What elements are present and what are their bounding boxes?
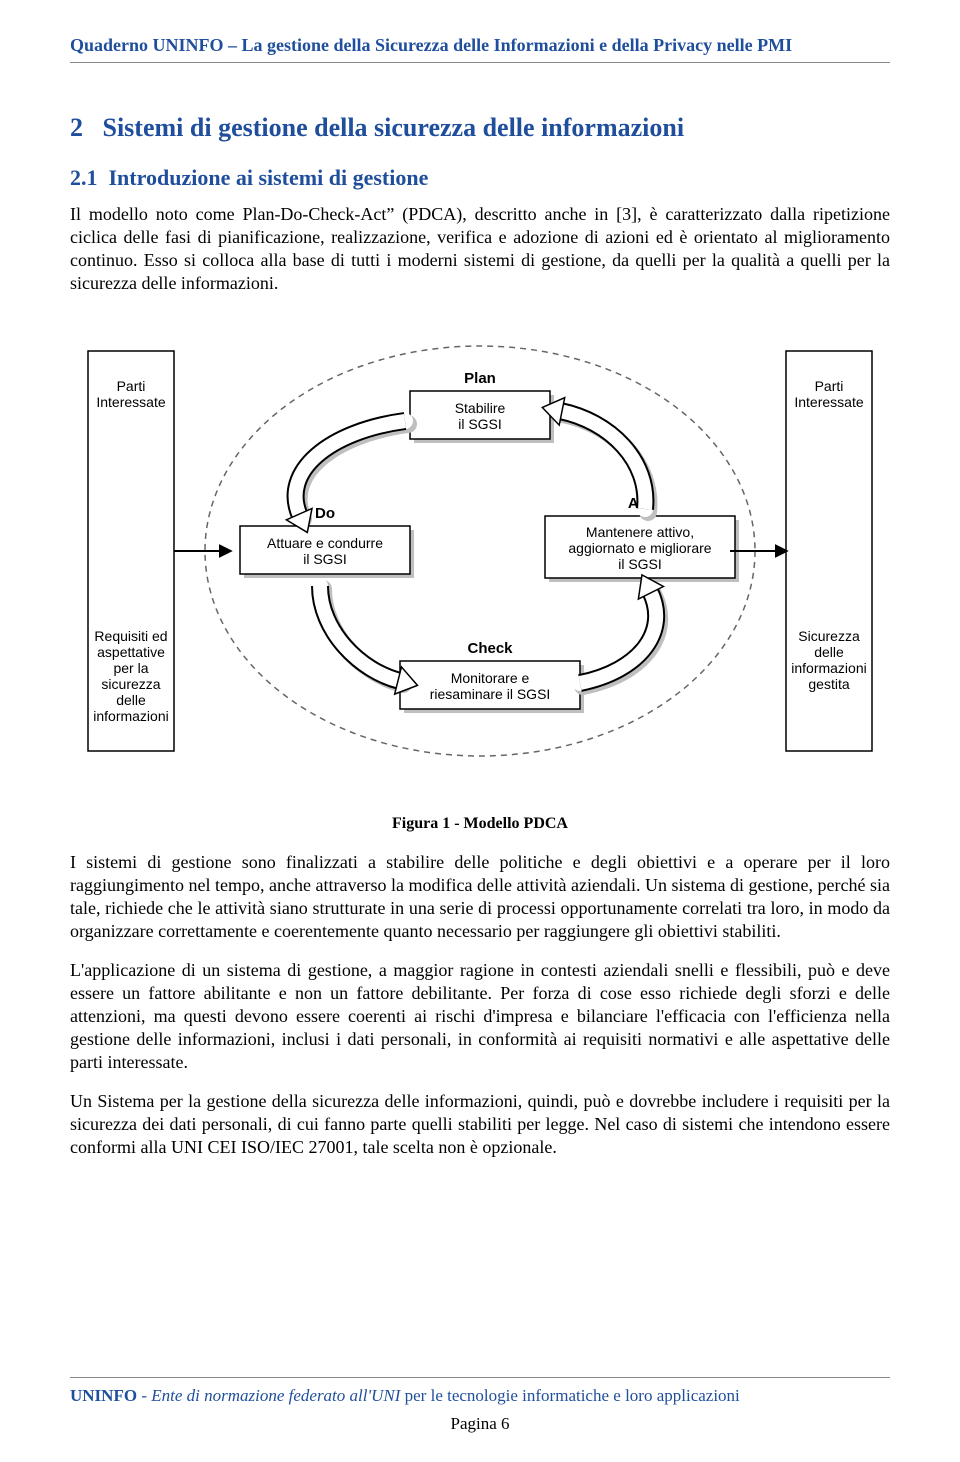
svg-text:Plan: Plan <box>464 370 496 387</box>
svg-text:Mantenere attivo,: Mantenere attivo, <box>586 524 694 540</box>
svg-text:Parti: Parti <box>117 378 146 394</box>
svg-text:gestita: gestita <box>808 676 849 692</box>
document-footer: UNINFO - Ente di normazione federato all… <box>70 1377 890 1434</box>
paragraph-3: L'applicazione di un sistema di gestione… <box>70 959 890 1074</box>
svg-text:Check: Check <box>467 640 513 657</box>
footer-desc-rest: per le tecnologie informatiche e loro ap… <box>400 1386 739 1405</box>
svg-text:il SGSI: il SGSI <box>303 551 347 567</box>
figure-caption: Figura 1 - Modello PDCA <box>70 815 890 833</box>
svg-text:informazioni: informazioni <box>791 660 866 676</box>
svg-text:informazioni: informazioni <box>93 708 168 724</box>
paragraph-4: Un Sistema per la gestione della sicurez… <box>70 1090 890 1159</box>
footer-org: UNINFO <box>70 1386 137 1405</box>
svg-text:Interessate: Interessate <box>794 394 863 410</box>
svg-text:Parti: Parti <box>815 378 844 394</box>
h2-number: 2.1 <box>70 165 98 190</box>
svg-text:Do: Do <box>315 505 335 522</box>
svg-text:sicurezza: sicurezza <box>101 676 160 692</box>
document-header: Quaderno UNINFO – La gestione della Sicu… <box>70 35 890 63</box>
footer-desc-ital: - Ente di normazione federato all'UNI <box>137 1386 400 1405</box>
svg-text:Interessate: Interessate <box>96 394 165 410</box>
svg-text:il SGSI: il SGSI <box>458 416 502 432</box>
footer-line: UNINFO - Ente di normazione federato all… <box>70 1386 890 1406</box>
h1-text: Sistemi di gestione della sicurezza dell… <box>103 113 685 142</box>
svg-text:riesaminare il SGSI: riesaminare il SGSI <box>430 686 551 702</box>
svg-text:aspettative: aspettative <box>97 644 165 660</box>
svg-text:Monitorare e: Monitorare e <box>451 670 530 686</box>
h2-text: Introduzione ai sistemi di gestione <box>109 165 429 190</box>
svg-text:delle: delle <box>814 644 844 660</box>
heading-2: 2.1 Introduzione ai sistemi di gestione <box>70 165 890 191</box>
svg-text:Sicurezza: Sicurezza <box>798 628 860 644</box>
paragraph-2: I sistemi di gestione sono finalizzati a… <box>70 851 890 943</box>
svg-text:Requisiti ed: Requisiti ed <box>94 628 167 644</box>
pdca-diagram: PartiInteressateRequisiti edaspettativep… <box>70 311 890 791</box>
heading-1: 2 Sistemi di gestione della sicurezza de… <box>70 113 890 143</box>
svg-text:Attuare e condurre: Attuare e condurre <box>267 535 383 551</box>
page-number: Pagina 6 <box>70 1414 890 1434</box>
svg-text:aggiornato e migliorare: aggiornato e migliorare <box>568 540 711 556</box>
svg-text:Stabilire: Stabilire <box>455 400 506 416</box>
svg-text:delle: delle <box>116 692 146 708</box>
svg-text:il SGSI: il SGSI <box>618 556 662 572</box>
h1-number: 2 <box>70 113 83 142</box>
svg-text:per la: per la <box>113 660 148 676</box>
paragraph-intro: Il modello noto come Plan-Do-Check-Act” … <box>70 203 890 295</box>
